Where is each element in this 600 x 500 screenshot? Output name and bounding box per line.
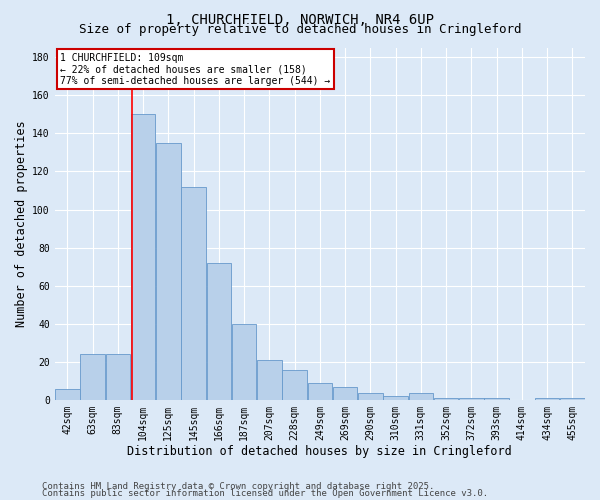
Bar [55, 389, 80, 400]
Bar [257, 360, 281, 400]
Bar [383, 396, 408, 400]
Bar [232, 324, 256, 400]
Bar [434, 398, 458, 400]
Bar [181, 186, 206, 400]
Bar [156, 143, 181, 400]
Text: Contains public sector information licensed under the Open Government Licence v3: Contains public sector information licen… [42, 490, 488, 498]
Bar [131, 114, 155, 400]
Bar [106, 354, 130, 400]
Bar [308, 383, 332, 400]
Bar [358, 392, 383, 400]
Bar [535, 398, 559, 400]
Bar [459, 398, 484, 400]
Bar [333, 387, 358, 400]
Bar [283, 370, 307, 400]
Text: Contains HM Land Registry data © Crown copyright and database right 2025.: Contains HM Land Registry data © Crown c… [42, 482, 434, 491]
Text: 1, CHURCHFIELD, NORWICH, NR4 6UP: 1, CHURCHFIELD, NORWICH, NR4 6UP [166, 12, 434, 26]
Bar [560, 398, 584, 400]
Y-axis label: Number of detached properties: Number of detached properties [15, 120, 28, 327]
Bar [484, 398, 509, 400]
Text: 1 CHURCHFIELD: 109sqm
← 22% of detached houses are smaller (158)
77% of semi-det: 1 CHURCHFIELD: 109sqm ← 22% of detached … [60, 53, 330, 86]
Text: Size of property relative to detached houses in Cringleford: Size of property relative to detached ho… [79, 22, 521, 36]
Bar [409, 392, 433, 400]
Bar [80, 354, 105, 400]
X-axis label: Distribution of detached houses by size in Cringleford: Distribution of detached houses by size … [127, 444, 512, 458]
Bar [206, 263, 231, 400]
